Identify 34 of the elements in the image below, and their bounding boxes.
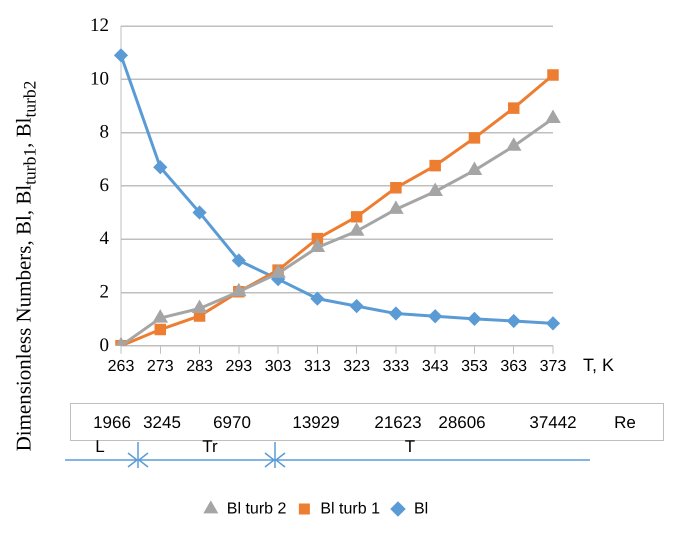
text: 6970	[213, 413, 251, 433]
text: Tr	[202, 437, 218, 457]
y-tick-label: 6	[100, 174, 109, 196]
text: 1966	[93, 413, 131, 433]
text: L	[95, 437, 105, 457]
legend-label: Bl turb 2	[226, 500, 286, 518]
y-tick-label: 4	[100, 228, 110, 250]
x-tick-label: 353	[461, 358, 488, 375]
x-tick-label: 333	[382, 358, 410, 375]
text: T	[404, 437, 416, 457]
y-tick-label: 2	[100, 281, 109, 302]
x-tick-label: 363	[500, 358, 528, 375]
y-tick-label: 8	[100, 122, 109, 143]
text: 21623	[374, 413, 422, 433]
x-axis-title: T, K	[583, 354, 614, 375]
y-tick-label: 10	[90, 68, 109, 90]
x-tick-label: 373	[540, 358, 566, 375]
text: Re	[614, 413, 636, 433]
text: 37442	[529, 413, 577, 433]
x-tick-label: 273	[146, 358, 174, 375]
legend-label: Bl turb 1	[320, 500, 380, 518]
x-tick-label: 303	[264, 358, 292, 375]
text: 28606	[438, 413, 486, 433]
legend-label: Bl	[414, 500, 428, 518]
text: 13929	[292, 413, 340, 433]
x-tick-label: 283	[186, 358, 213, 375]
text: 3245	[143, 413, 181, 433]
x-tick-label: 293	[225, 358, 252, 375]
x-tick-label: 343	[422, 358, 449, 375]
x-tick-label: 263	[108, 358, 134, 375]
y-tick-label: 12	[90, 14, 109, 36]
y-tick-label: 0	[100, 334, 109, 356]
x-tick-label: 313	[304, 358, 331, 375]
x-tick-label: 323	[343, 358, 370, 375]
